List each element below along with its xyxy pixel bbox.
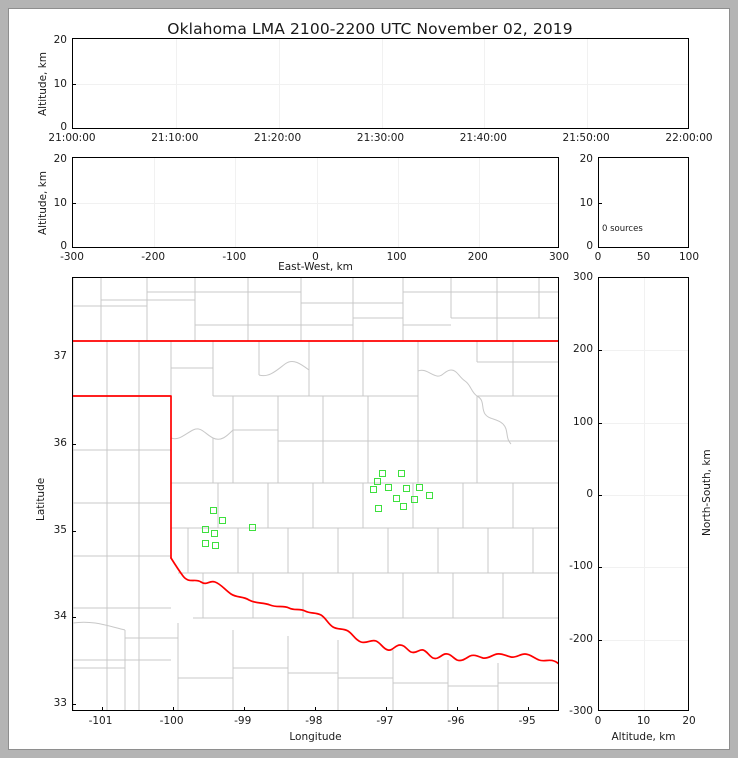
tick-label: 20: [579, 153, 593, 165]
page-title: Oklahoma LMA 2100-2200 UTC November 02, …: [167, 20, 573, 38]
tick-label: -100: [222, 251, 247, 263]
tick-label: 20: [53, 34, 67, 46]
tick-label: -99: [234, 715, 252, 727]
tick-label: 21:30:00: [356, 132, 405, 144]
tick-label: 0: [586, 240, 593, 252]
tick-label: -100: [159, 715, 184, 727]
tick-label: 21:10:00: [151, 132, 199, 144]
lma-station-marker: [416, 484, 423, 491]
axis-title-latitude: Latitude: [35, 477, 47, 521]
tick-label: 35: [53, 523, 67, 536]
lma-station-marker: [210, 507, 217, 514]
plan-view-map-panel[interactable]: [72, 277, 559, 711]
axis-title-east-west: East-West, km: [278, 261, 353, 273]
tick-label: 22:00:00: [665, 132, 713, 144]
tick-label: -300: [60, 251, 84, 263]
lma-station-marker: [211, 530, 218, 537]
tick-label: -101: [88, 715, 113, 727]
lma-station-marker: [393, 495, 400, 502]
lma-station-marker: [400, 503, 407, 510]
lma-station-marker: [374, 478, 381, 485]
tick-label: 36: [53, 436, 67, 449]
tick-label: 0: [60, 121, 67, 133]
tick-label: 0: [586, 488, 593, 500]
tick-label: -95: [518, 715, 536, 727]
tick-label: 20: [682, 715, 696, 727]
tick-label: -200: [141, 251, 166, 263]
axis-title-altitude: Altitude, km: [611, 731, 676, 743]
tick-label: 34: [53, 610, 67, 623]
source-histogram-panel: 0 sources: [598, 157, 689, 248]
tick-label: 0: [594, 715, 602, 727]
axis-title-altitude: Altitude, km: [37, 170, 49, 235]
tick-label: -97: [376, 715, 394, 727]
lma-station-marker: [411, 496, 418, 503]
tick-label: 21:20:00: [254, 132, 302, 144]
tick-label: 0: [60, 240, 67, 252]
tick-label: 50: [636, 251, 651, 263]
lma-station-marker: [202, 526, 209, 533]
tick-label: 21:50:00: [562, 132, 610, 144]
tick-label: 100: [572, 415, 593, 428]
tick-label: 300: [548, 251, 570, 263]
tick-label: 300: [572, 271, 593, 283]
tick-label: -200: [569, 632, 593, 645]
tick-label: 200: [467, 251, 488, 263]
lma-station-marker: [426, 492, 433, 499]
lma-station-marker: [249, 524, 256, 531]
tick-label: -100: [569, 560, 593, 573]
lma-station-marker: [212, 542, 219, 549]
lma-station-marker: [398, 470, 405, 477]
axis-title-north-south: North-South, km: [701, 449, 713, 536]
map-geography: [73, 278, 558, 710]
tick-label: 200: [572, 343, 593, 356]
north-south-height-panel: [598, 277, 689, 711]
east-west-height-panel: [72, 157, 559, 248]
tick-label: 100: [386, 251, 407, 263]
lma-station-marker: [379, 470, 386, 477]
tick-label: 33: [53, 697, 67, 710]
lma-station-marker: [370, 486, 377, 493]
tick-label: 20: [53, 153, 67, 165]
tick-label: 37: [53, 350, 67, 362]
tick-label: -300: [569, 705, 593, 717]
tick-label: 0: [594, 251, 602, 263]
tick-label: 10: [636, 715, 651, 727]
tick-label: 10: [53, 77, 67, 90]
tick-label: 21:00:00: [48, 132, 96, 144]
axis-title-altitude: Altitude, km: [37, 51, 49, 116]
tick-label: 0: [312, 251, 319, 263]
tick-label: -96: [447, 715, 465, 727]
time-height-panel: [72, 38, 689, 129]
tick-label: 21:40:00: [459, 132, 507, 144]
tick-label: 10: [579, 196, 593, 209]
source-count-annotation: 0 sources: [602, 224, 643, 234]
tick-label: 100: [678, 251, 700, 263]
lma-station-marker: [403, 485, 410, 492]
lma-station-marker: [375, 505, 382, 512]
lma-station-marker: [202, 540, 209, 547]
tick-label: 10: [53, 196, 67, 209]
tick-label: -98: [305, 715, 323, 727]
lma-station-marker: [385, 484, 392, 491]
lma-station-marker: [219, 517, 226, 524]
figure-canvas: Oklahoma LMA 2100-2200 UTC November 02, …: [8, 8, 730, 750]
axis-title-longitude: Longitude: [289, 731, 342, 743]
